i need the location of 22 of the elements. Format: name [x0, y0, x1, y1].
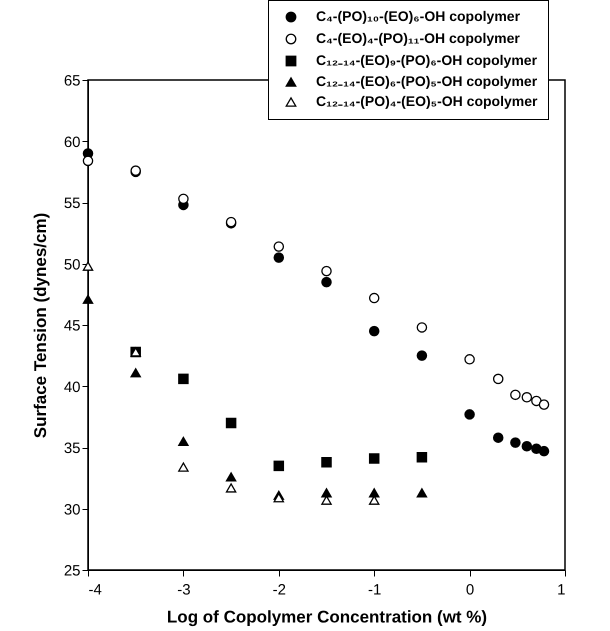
x-tick-label: -4	[88, 582, 102, 598]
x-tick-label: 1	[557, 582, 566, 598]
legend-label: C₁₂₋₁₄-(PO)₄-(EO)₅-OH copolymer	[316, 93, 538, 109]
legend-label: C₁₂₋₁₄-(EO)₆-(PO)₅-OH copolymer	[316, 73, 538, 89]
y-tick-label: 55	[64, 195, 80, 212]
y-tick-label: 25	[64, 562, 80, 580]
x-tick-label: 0	[466, 582, 474, 598]
x-tick-label: -3	[177, 582, 191, 598]
y-tick-label: 35	[64, 440, 80, 457]
y-tick-label: 40	[64, 378, 80, 396]
y-axis-title: Surface Tension (dynes/cm)	[30, 212, 50, 438]
legend-label: C₁₂₋₁₄-(EO)₉-(PO)₆-OH copolymer	[316, 52, 538, 68]
y-tick-label: 30	[64, 501, 80, 518]
x-axis-title: Log of Copolymer Concentration (wt %)	[166, 608, 488, 626]
y-tick-label: 60	[64, 134, 80, 151]
legend-label: C₄-(PO)₁₀-(EO)₆-OH copolymer	[316, 8, 521, 24]
y-tick-label: 50	[64, 256, 80, 274]
y-tick-label: 45	[64, 318, 80, 334]
legend-label: C₄-(EO)₄-(PO)₁₁-OH copolymer	[316, 30, 520, 46]
x-tick-label: -1	[368, 582, 382, 598]
y-tick-label: 65	[64, 72, 80, 90]
x-tick-label: -2	[272, 582, 286, 598]
